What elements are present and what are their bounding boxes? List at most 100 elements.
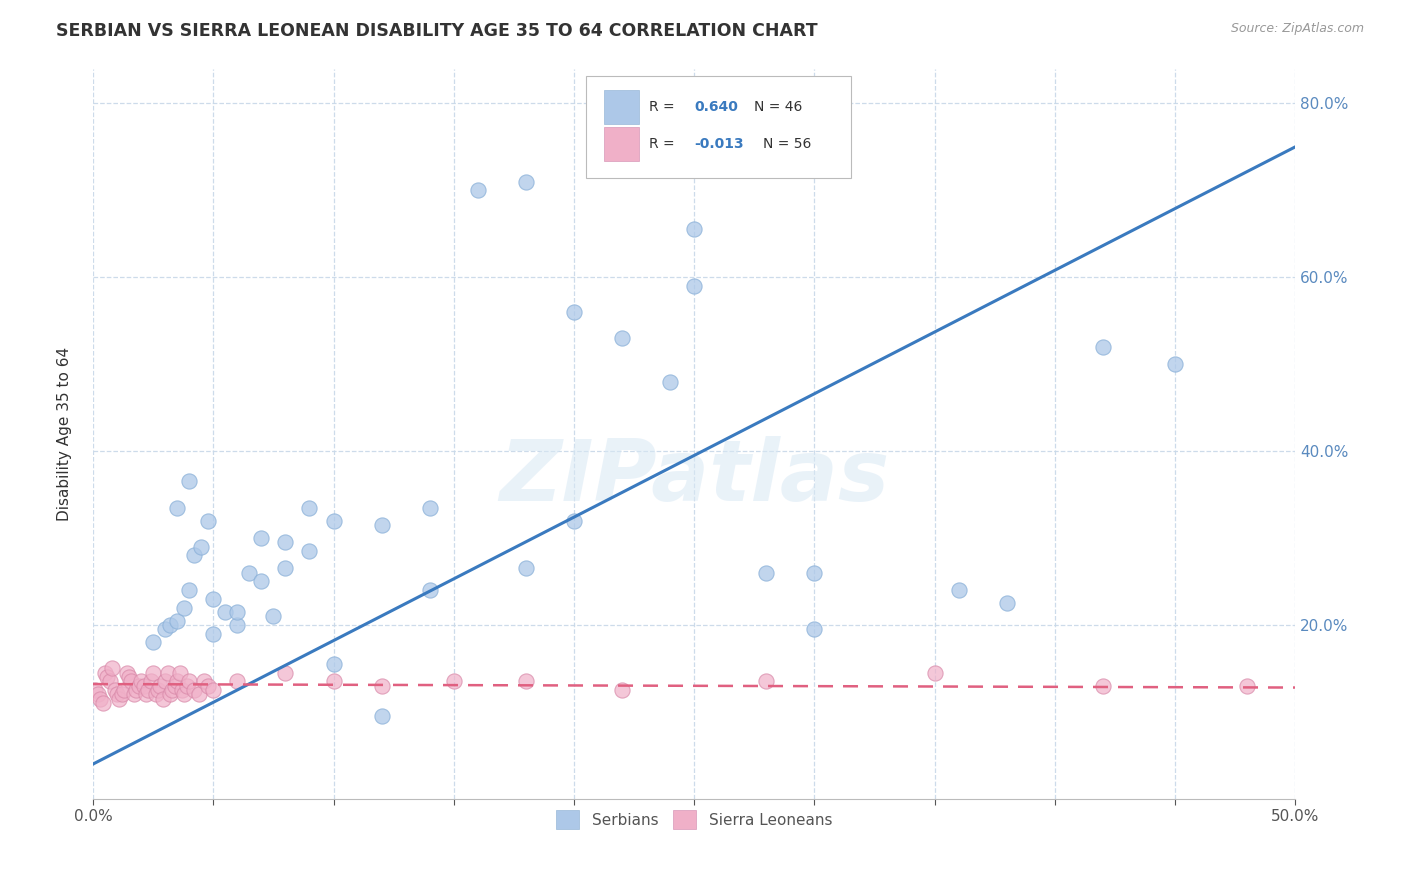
Point (274, 665, 297, 680)
Point (1164, 357, 1187, 371)
Point (187, 688, 209, 702)
Point (145, 688, 167, 702)
Point (948, 583, 970, 598)
Point (125, 683, 148, 698)
Text: -0.013: -0.013 (695, 136, 744, 151)
Point (226, 674, 249, 689)
Text: 0.640: 0.640 (695, 100, 738, 114)
Y-axis label: Disability Age 35 to 64: Disability Age 35 to 64 (58, 347, 72, 521)
Point (115, 665, 138, 680)
FancyBboxPatch shape (586, 76, 851, 178)
Point (173, 688, 195, 702)
Point (170, 683, 193, 698)
Point (122, 688, 145, 702)
Point (105, 688, 128, 702)
Point (467, 183, 489, 197)
Point (610, 683, 633, 698)
Point (1092, 679, 1115, 693)
Point (803, 566, 825, 580)
Point (659, 375, 682, 389)
Point (683, 278, 706, 293)
Point (250, 574, 273, 589)
Text: R =: R = (648, 100, 679, 114)
Point (159, 688, 181, 702)
Point (89, 691, 111, 706)
Point (94, 665, 117, 680)
Point (562, 514, 585, 528)
Point (262, 609, 284, 624)
Point (146, 683, 169, 698)
Point (101, 661, 124, 675)
Point (322, 657, 344, 671)
Text: ZIPatlas: ZIPatlas (499, 436, 890, 519)
Point (419, 500, 441, 515)
Point (322, 514, 344, 528)
Point (91, 696, 114, 710)
Point (322, 674, 344, 689)
Point (183, 549, 205, 563)
Point (298, 500, 321, 515)
Text: R =: R = (648, 136, 679, 151)
Point (156, 665, 179, 680)
Point (128, 679, 150, 693)
Text: SERBIAN VS SIERRA LEONEAN DISABILITY AGE 35 TO 64 CORRELATION CHART: SERBIAN VS SIERRA LEONEAN DISABILITY AGE… (56, 22, 818, 40)
Point (274, 535, 297, 549)
Point (193, 674, 215, 689)
Point (683, 222, 706, 236)
Point (226, 618, 249, 632)
Point (238, 566, 260, 580)
Text: Source: ZipAtlas.com: Source: ZipAtlas.com (1230, 22, 1364, 36)
Point (370, 679, 392, 693)
Point (166, 614, 188, 628)
Point (163, 679, 186, 693)
Text: N = 46: N = 46 (755, 100, 803, 114)
Point (176, 679, 198, 693)
Point (924, 665, 946, 680)
Point (250, 531, 273, 545)
Text: N = 56: N = 56 (763, 136, 811, 151)
Point (136, 683, 159, 698)
Point (179, 475, 201, 489)
Point (179, 674, 201, 689)
Point (190, 540, 212, 554)
Point (197, 679, 219, 693)
Point (159, 618, 181, 632)
Point (298, 544, 321, 558)
Point (104, 683, 127, 698)
Point (153, 622, 176, 636)
Point (443, 674, 465, 689)
Point (139, 674, 162, 689)
Point (370, 518, 392, 533)
Point (142, 635, 165, 649)
Point (84, 683, 107, 698)
Point (142, 665, 165, 680)
Point (169, 665, 191, 680)
Point (87, 688, 110, 702)
Point (166, 500, 188, 515)
Point (152, 691, 174, 706)
Point (202, 683, 225, 698)
Point (755, 566, 778, 580)
FancyBboxPatch shape (605, 127, 638, 161)
Point (153, 674, 176, 689)
Point (121, 674, 143, 689)
Point (179, 583, 201, 598)
Point (515, 175, 537, 189)
Point (162, 683, 184, 698)
Point (166, 674, 188, 689)
Point (1092, 340, 1115, 354)
Point (108, 691, 131, 706)
Point (803, 622, 825, 636)
Point (183, 683, 205, 698)
Point (135, 688, 157, 702)
Point (562, 305, 585, 319)
Point (202, 591, 225, 606)
Legend: Serbians, Sierra Leoneans: Serbians, Sierra Leoneans (550, 805, 838, 835)
Point (112, 683, 135, 698)
Point (995, 596, 1018, 610)
Point (515, 674, 537, 689)
Point (755, 674, 778, 689)
Point (132, 679, 155, 693)
Point (197, 514, 219, 528)
Point (274, 561, 297, 575)
